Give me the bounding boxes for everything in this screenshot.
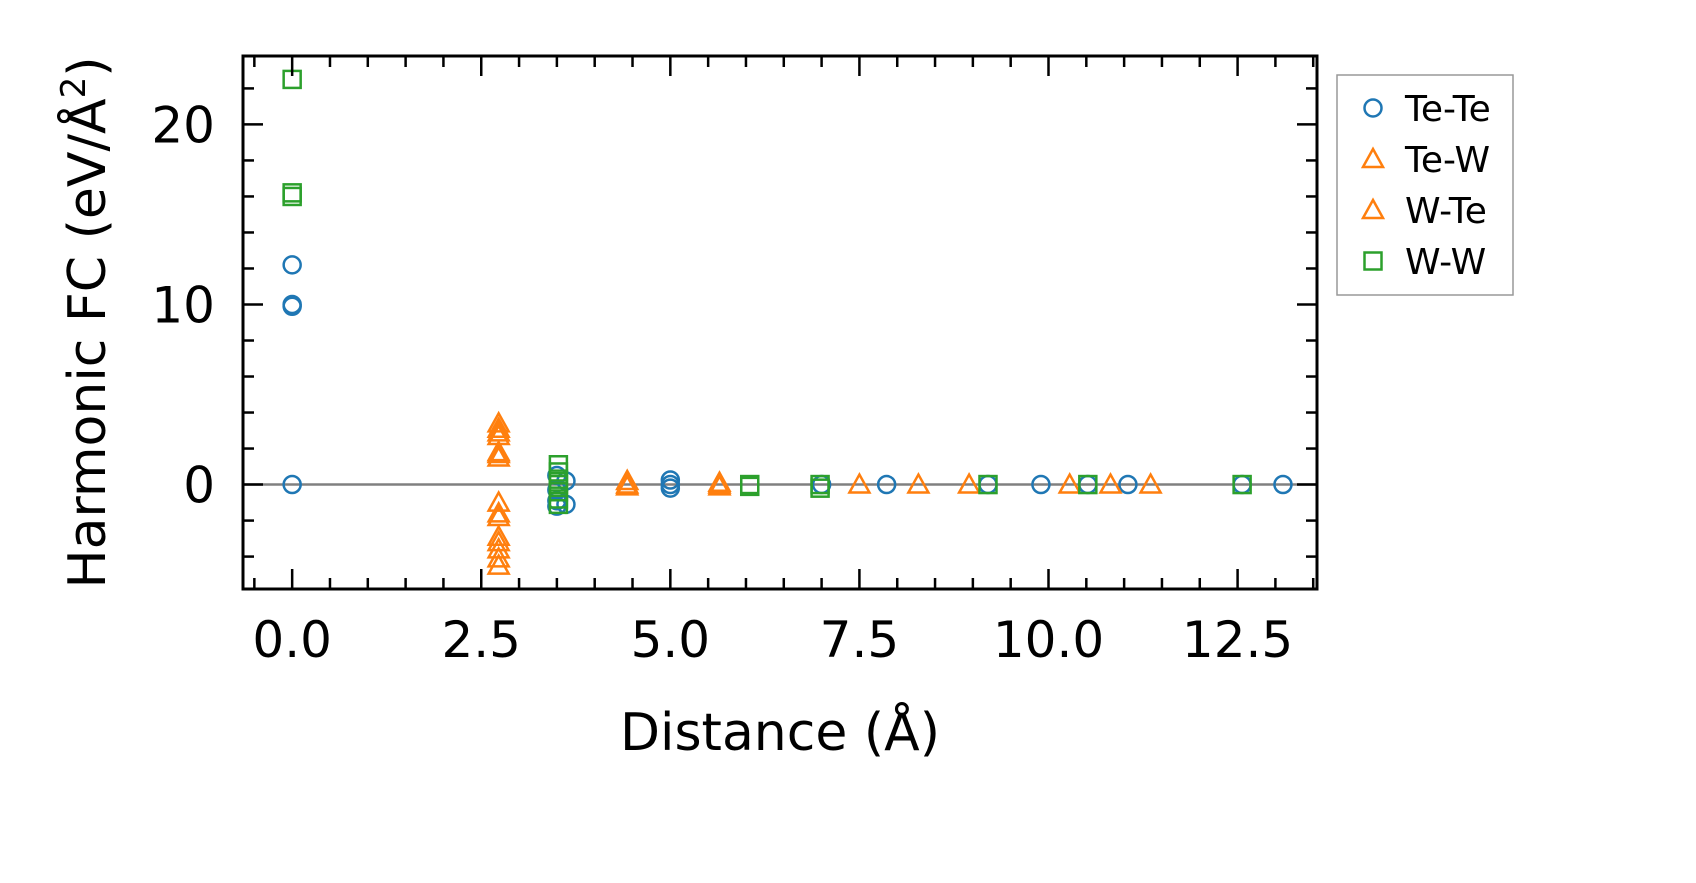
- data-point-w-te: [486, 553, 511, 575]
- data-points-layer: [282, 69, 1293, 575]
- legend-label-w-w: W-W: [1405, 242, 1486, 283]
- data-point-te-te: [282, 474, 302, 495]
- x-tick-label: 10.0: [993, 611, 1104, 669]
- y-axis-label-main: Harmonic FC (eV/Å: [56, 98, 118, 589]
- legend-label-w-te: W-Te: [1405, 191, 1487, 232]
- series-w-te: [486, 416, 732, 575]
- x-axis-label: Distance (Å): [620, 701, 940, 763]
- data-point-te-w: [486, 489, 511, 512]
- legend-marker-w-te: [1360, 197, 1386, 220]
- data-point-w-te: [486, 524, 511, 547]
- legend: Te-Te Te-W W-Te W-W: [1336, 74, 1514, 296]
- legend-marker-te-te: [1363, 98, 1383, 118]
- y-axis-label: Harmonic FC (eV/Å2): [54, 56, 118, 588]
- data-point-w-w: [548, 494, 569, 515]
- legend-items: Te-Te Te-W W-Te W-W: [1360, 89, 1491, 283]
- data-point-te-w: [906, 471, 931, 494]
- data-point-w-te: [615, 471, 640, 494]
- data-point-te-w: [956, 471, 982, 494]
- data-point-te-w: [486, 444, 511, 467]
- data-point-w-te: [486, 441, 511, 464]
- series-w-w: [282, 69, 1252, 515]
- y-tick-label: 20: [151, 96, 215, 154]
- data-point-te-te: [1031, 474, 1051, 495]
- x-tick-label: 12.5: [1182, 611, 1293, 669]
- data-point-w-w: [1232, 474, 1252, 495]
- data-point-w-w: [810, 478, 830, 498]
- data-point-w-te: [486, 416, 511, 438]
- data-point-te-te: [660, 478, 681, 498]
- x-tick-label: 2.5: [441, 611, 521, 669]
- tick-labels-layer: 0.0 2.5 5.0 7.5 10.0 12.5 0 10 20: [151, 96, 1293, 669]
- data-point-te-te: [1273, 474, 1293, 495]
- y-axis-label-superscript: 2: [54, 77, 94, 99]
- data-point-te-te: [282, 255, 302, 275]
- x-tick-label: 7.5: [820, 611, 900, 669]
- data-point-w-w: [1078, 474, 1098, 495]
- legend-marker-te-w: [1360, 146, 1386, 169]
- y-axis-label-close: ): [58, 56, 118, 76]
- data-point-te-te: [547, 496, 567, 516]
- x-tick-label: 5.0: [631, 611, 711, 669]
- legend-label-te-w: Te-W: [1404, 140, 1490, 181]
- data-point-te-w: [1057, 471, 1082, 494]
- axis-ticks-layer: [243, 56, 1317, 589]
- data-point-te-te: [1118, 474, 1138, 495]
- data-point-w-te: [486, 500, 511, 523]
- series-te-te: [282, 255, 1293, 516]
- series-te-w: [486, 410, 1163, 568]
- data-point-te-w: [847, 471, 872, 494]
- data-point-te-w: [615, 468, 640, 491]
- plot-frame: [241, 54, 1319, 591]
- legend-marker-w-w: [1363, 251, 1383, 271]
- x-tick-label: 0.0: [252, 611, 332, 669]
- data-point-w-w: [978, 474, 998, 495]
- data-point-te-te: [876, 474, 897, 495]
- data-point-w-w: [739, 476, 760, 497]
- y-tick-label: 0: [183, 457, 215, 515]
- data-point-te-w: [486, 410, 511, 433]
- legend-label-te-te: Te-Te: [1404, 89, 1491, 130]
- y-tick-label: 10: [151, 276, 215, 334]
- data-point-te-w: [1098, 471, 1123, 494]
- data-point-te-w: [1138, 471, 1163, 494]
- data-point-w-w: [282, 186, 302, 207]
- data-point-w-te: [707, 471, 732, 494]
- data-point-te-te: [282, 296, 302, 317]
